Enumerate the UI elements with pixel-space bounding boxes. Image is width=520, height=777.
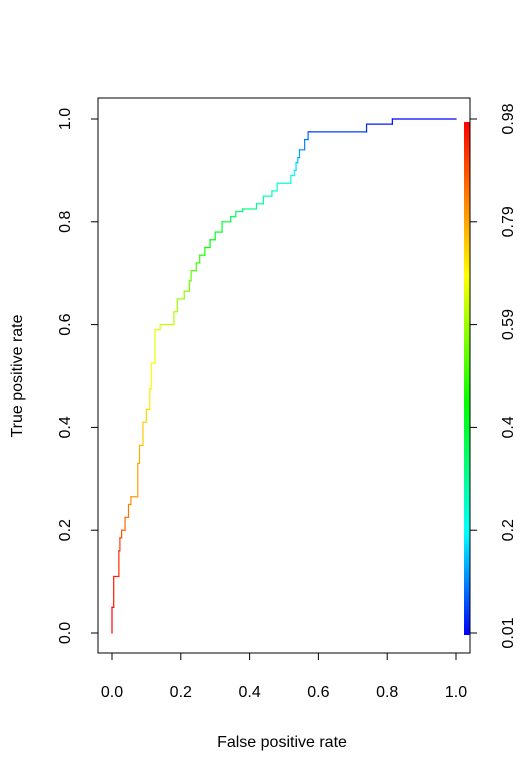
y-tick-label: 0.8	[57, 211, 74, 233]
x-tick-label: 1.0	[445, 684, 467, 701]
x-axis: 0.0 0.2 0.4 0.6 0.8 1.0	[101, 652, 467, 701]
plot-frame	[97, 97, 471, 654]
y-axis: 0.0 0.2 0.4 0.6 0.8 1.0	[57, 108, 99, 644]
colorbar-axis: 0.01 0.2 0.4 0.59 0.79 0.98	[469, 103, 517, 649]
y-axis-title: True positive rate	[9, 314, 26, 437]
y-tick-label: 1.0	[57, 108, 74, 130]
y-tick-label: 0.6	[57, 313, 74, 335]
colorbar-tick-label: 0.01	[500, 617, 517, 648]
y-tick-label: 0.2	[57, 519, 74, 541]
x-tick-label: 0.6	[307, 684, 329, 701]
x-tick-label: 0.0	[101, 684, 123, 701]
colorbar-tick-label: 0.79	[500, 206, 517, 237]
colorbar-tick-label: 0.4	[500, 416, 517, 438]
x-tick-label: 0.4	[238, 684, 260, 701]
colorbar-tick-label: 0.59	[500, 309, 517, 340]
colorbar-tick-label: 0.98	[500, 103, 517, 134]
x-tick-label: 0.8	[376, 684, 398, 701]
colorbar	[464, 122, 470, 635]
roc-curve	[111, 118, 457, 634]
x-axis-title: False positive rate	[217, 734, 347, 751]
y-tick-label: 0.0	[57, 622, 74, 644]
y-tick-label: 0.4	[57, 416, 74, 438]
colorbar-tick-label: 0.2	[500, 519, 517, 541]
x-tick-label: 0.2	[170, 684, 192, 701]
